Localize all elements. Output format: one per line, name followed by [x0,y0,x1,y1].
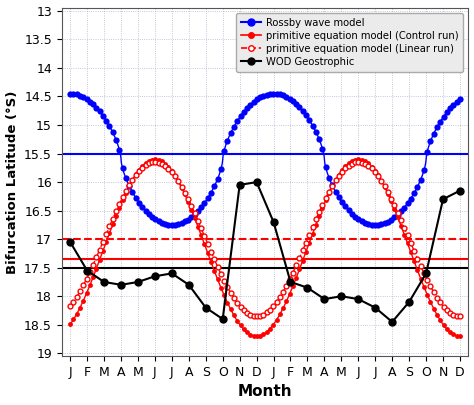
Legend: Rossby wave model, primitive equation model (Control run), primitive equation mo: Rossby wave model, primitive equation mo… [236,13,464,72]
Y-axis label: Bifurcation Latitude (°S): Bifurcation Latitude (°S) [6,90,18,274]
X-axis label: Month: Month [238,384,292,399]
